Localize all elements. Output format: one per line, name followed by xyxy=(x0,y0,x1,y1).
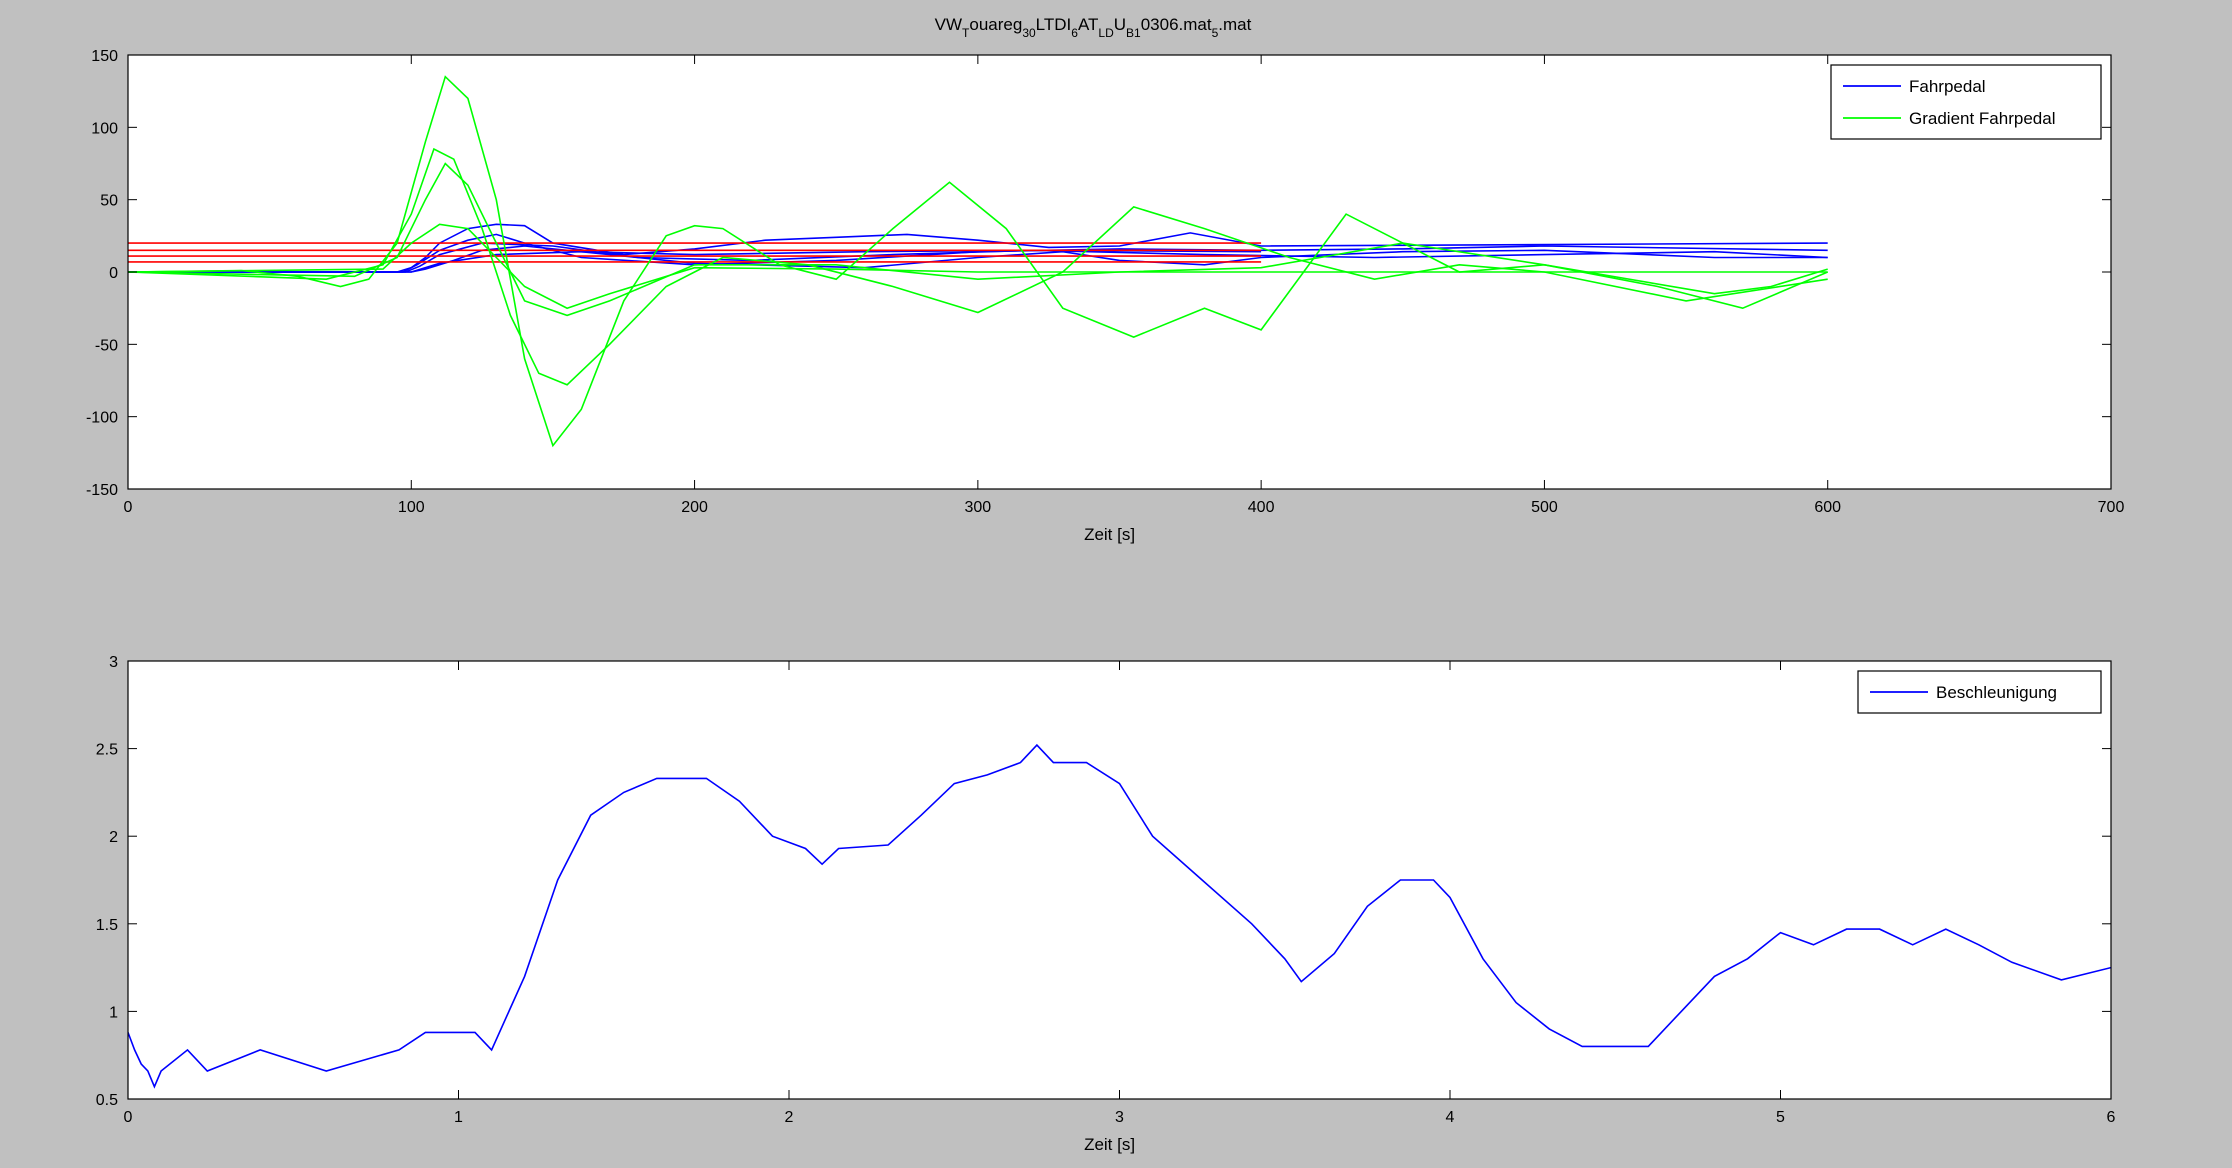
axes-bottom: 0 1 2 3 4 5 6 0.5 1 1.5 2 2.5 3 Zeit [s] Beschleunigun… xyxy=(96,654,2116,1154)
series-line-0 xyxy=(128,223,1828,273)
y-tick-label: 50 xyxy=(100,193,118,210)
legend-label: Beschleunigung xyxy=(1936,683,2057,702)
title-part: B1 xyxy=(1126,26,1141,40)
axes-top: 0 100 200 300 400 500 600 700 -150 -100 -50 0 50 100 1… xyxy=(86,48,2124,544)
y-tick-label: -50 xyxy=(95,337,118,354)
x-tick-label: 500 xyxy=(1531,499,1558,516)
x-axis-label: Zeit [s] xyxy=(1084,525,1135,544)
y-tick-label: 0.5 xyxy=(96,1092,118,1109)
title-part: 6 xyxy=(1071,26,1078,40)
x-tick-label: 6 xyxy=(2107,1109,2116,1126)
figure-title: VWTouareg30LTDI6ATLDUB10306.mat5.mat xyxy=(935,15,1252,40)
title-part: LD xyxy=(1098,26,1114,40)
series-line-12 xyxy=(128,223,1828,310)
x-tick-label: 1 xyxy=(454,1109,463,1126)
y-tick-label: 100 xyxy=(91,120,118,137)
x-tick-label: 4 xyxy=(1446,1109,1455,1126)
title-part: LTDI xyxy=(1036,15,1072,34)
x-tick-label: 600 xyxy=(1814,499,1841,516)
legend: Beschleunigung xyxy=(1857,670,2102,714)
y-tick-label: -150 xyxy=(86,482,118,499)
y-tick-label: 3 xyxy=(109,654,118,671)
series-group xyxy=(128,75,1829,448)
series-line-10 xyxy=(128,147,1828,386)
title-part: 0306.mat xyxy=(1141,15,1212,34)
x-tick-label: 300 xyxy=(965,499,992,516)
title-part: AT xyxy=(1078,15,1098,34)
title-part: U xyxy=(1114,15,1126,34)
legend-label: Gradient Fahrpedal xyxy=(1909,109,2055,128)
x-tick-label: 0 xyxy=(124,499,133,516)
x-tick-label: 2 xyxy=(785,1109,794,1126)
title-part: .mat xyxy=(1218,15,1251,34)
x-tick-label: 200 xyxy=(681,499,708,516)
x-tick-label: 3 xyxy=(1115,1109,1124,1126)
y-tick-label: 1.5 xyxy=(96,917,118,934)
title-part: VW xyxy=(935,15,962,34)
title-part: 30 xyxy=(1022,26,1036,40)
y-tick-label: 1 xyxy=(109,1004,118,1021)
series-group xyxy=(128,743,2111,1089)
x-tick-label: 0 xyxy=(124,1109,133,1126)
title-part: T xyxy=(962,26,970,40)
y-tick-label: 2 xyxy=(109,829,118,846)
x-tick-label: 100 xyxy=(398,499,425,516)
series-line-11 xyxy=(128,162,1828,317)
legend: Fahrpedal Gradient Fahrpedal xyxy=(1830,64,2102,140)
plot-area xyxy=(128,661,2111,1099)
x-tick-label: 700 xyxy=(2098,499,2125,516)
title-part: ouareg xyxy=(969,15,1022,34)
y-tick-label: 150 xyxy=(91,48,118,65)
y-tick-label: 2.5 xyxy=(96,742,118,759)
y-tick-label: -100 xyxy=(86,410,118,427)
x-tick-label: 400 xyxy=(1248,499,1275,516)
x-axis-label: Zeit [s] xyxy=(1084,1135,1135,1154)
legend-label: Fahrpedal xyxy=(1909,77,1986,96)
legend-box xyxy=(1830,64,2102,140)
title-part: 5 xyxy=(1212,26,1219,40)
x-tick-label: 5 xyxy=(1776,1109,1785,1126)
y-tick-label: 0 xyxy=(109,265,118,282)
series-line-9 xyxy=(128,75,1829,448)
series-line-0 xyxy=(128,743,2111,1089)
